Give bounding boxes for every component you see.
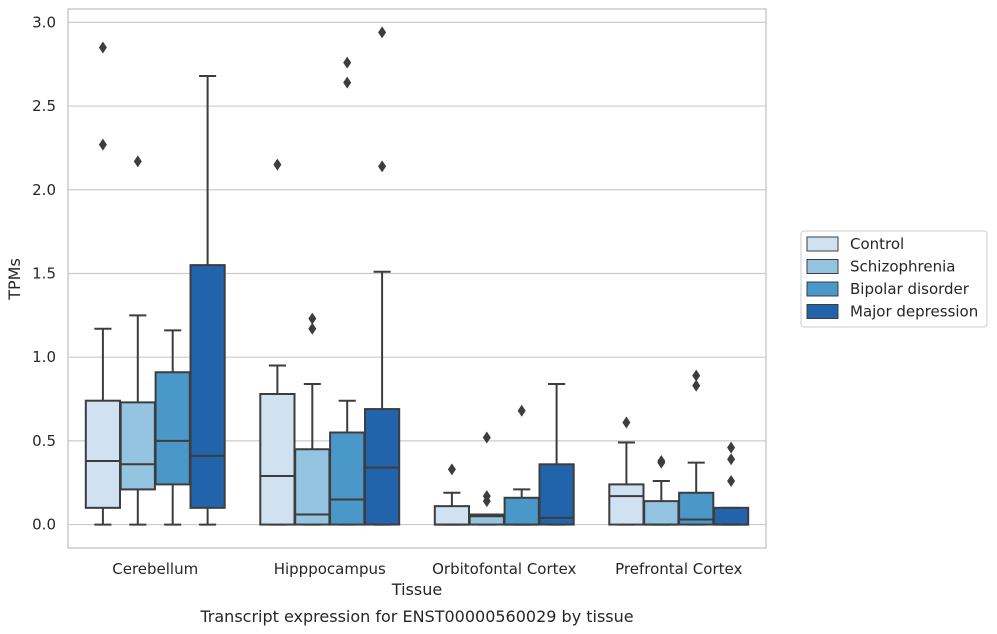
x-axis-label: Tissue bbox=[391, 580, 442, 599]
legend-frame bbox=[800, 230, 988, 328]
box-element bbox=[468, 431, 505, 526]
outlier-point bbox=[343, 56, 352, 69]
box-element bbox=[433, 463, 471, 526]
outlier-point bbox=[692, 379, 701, 392]
outlier-point bbox=[657, 454, 666, 467]
outlier-point bbox=[98, 138, 107, 151]
outlier-point bbox=[378, 160, 387, 173]
box-element bbox=[329, 56, 366, 526]
outlier-point bbox=[482, 431, 491, 444]
outlier-point bbox=[727, 475, 736, 488]
outlier-point bbox=[517, 404, 526, 417]
box-iqr bbox=[189, 264, 226, 509]
y-axis-ticks: 0.0 0.5 1.0 1.5 2.0 2.5 3.0 bbox=[32, 13, 56, 533]
legend-label: Schizophrenia bbox=[850, 258, 955, 276]
box-element bbox=[712, 441, 750, 526]
outlier-point bbox=[727, 453, 736, 466]
series-bipolar-disorder bbox=[154, 56, 715, 526]
chart-caption: Transcript expression for ENST0000056002… bbox=[199, 607, 633, 626]
series-major-depression bbox=[189, 26, 750, 526]
x-axis-ticks: Cerebellum Hipppocampus Orbitofontal Corte… bbox=[112, 560, 742, 578]
y-tick-label: 2.5 bbox=[32, 97, 56, 115]
box-element bbox=[643, 454, 680, 526]
box-element bbox=[608, 416, 645, 526]
box-iqr bbox=[154, 371, 191, 486]
outlier-point bbox=[692, 369, 701, 382]
legend-label: Major depression bbox=[850, 303, 978, 321]
box-element bbox=[678, 369, 715, 526]
legend-swatch bbox=[806, 281, 839, 297]
legend-label: Bipolar disorder bbox=[850, 280, 970, 298]
y-tick-label: 0.0 bbox=[32, 516, 56, 534]
x-tick-label: Orbitofontal Cortex bbox=[432, 560, 576, 578]
box-iqr bbox=[119, 401, 156, 491]
outlier-point bbox=[273, 158, 282, 171]
box-element bbox=[503, 404, 540, 526]
legend-swatch bbox=[806, 236, 839, 252]
box-element bbox=[538, 382, 575, 526]
y-tick-label: 3.0 bbox=[32, 13, 56, 31]
outlier-point bbox=[378, 26, 387, 39]
x-tick-label: Prefrontal Cortex bbox=[615, 560, 742, 578]
box-element bbox=[189, 74, 226, 526]
outlier-point bbox=[98, 41, 107, 54]
box-element bbox=[259, 158, 296, 526]
box-iqr bbox=[84, 399, 122, 509]
box-series bbox=[84, 26, 750, 526]
legend-swatch bbox=[806, 304, 839, 319]
box-element bbox=[119, 155, 156, 526]
box-element bbox=[294, 312, 331, 526]
box-iqr bbox=[538, 463, 575, 526]
box-iqr bbox=[433, 505, 471, 526]
outlier-point bbox=[727, 441, 736, 454]
outlier-point bbox=[482, 490, 491, 503]
x-tick-label: Hipppocampus bbox=[274, 560, 386, 578]
legend: Control Schizophrenia Bipolar disorder Majo… bbox=[800, 230, 988, 328]
outlier-point bbox=[133, 155, 142, 168]
outlier-point bbox=[447, 463, 456, 476]
y-tick-label: 0.5 bbox=[32, 432, 56, 450]
y-tick-label: 1.5 bbox=[32, 264, 56, 282]
series-schizophrenia bbox=[119, 155, 680, 526]
box-iqr bbox=[608, 483, 645, 526]
x-tick-label: Cerebellum bbox=[112, 560, 198, 578]
y-axis-label: TPMs bbox=[5, 258, 24, 301]
legend-label: Control bbox=[850, 235, 904, 253]
legend-swatch bbox=[806, 259, 839, 274]
outlier-point bbox=[308, 322, 317, 335]
plot-frame bbox=[67, 8, 767, 549]
box-iqr bbox=[294, 448, 331, 526]
box-element bbox=[84, 41, 122, 526]
y-tick-label: 2.0 bbox=[32, 181, 56, 199]
box-iqr bbox=[329, 431, 366, 526]
box-iqr bbox=[643, 500, 680, 526]
box-element bbox=[363, 26, 401, 526]
box-iqr bbox=[259, 393, 296, 526]
box-iqr bbox=[712, 506, 750, 526]
outlier-point bbox=[622, 416, 631, 429]
box-element bbox=[154, 329, 191, 526]
outlier-point bbox=[343, 76, 352, 89]
series-control bbox=[84, 41, 645, 526]
outlier-point bbox=[308, 312, 317, 325]
y-tick-label: 1.0 bbox=[32, 348, 56, 366]
box-iqr bbox=[503, 496, 540, 526]
